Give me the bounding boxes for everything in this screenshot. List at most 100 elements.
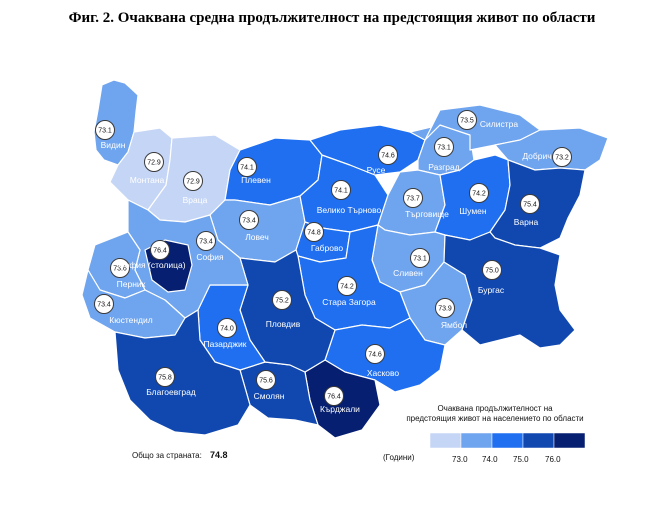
badge-value-yambol: 73.9: [438, 306, 452, 313]
badge-value-varna: 75.4: [523, 202, 537, 209]
region-label-targovishte: Търговище: [405, 209, 449, 219]
region-label-sofia_city: София (столица): [118, 260, 185, 270]
region-label-veliko: Велико Търново: [317, 205, 382, 215]
region-label-plovdiv: Пловдив: [266, 319, 301, 329]
value-badge-sliven: 73.1: [410, 248, 430, 268]
badge-value-stara: 74.2: [340, 284, 354, 291]
region-label-dobrich: Добрич: [522, 151, 551, 161]
badge-value-blagoevgrad: 75.8: [158, 375, 172, 382]
badge-value-plovdiv: 75.2: [275, 298, 289, 305]
legend-tick-74: 74.0: [482, 455, 498, 464]
badge-circle: [435, 298, 455, 318]
region-label-lovech: Ловеч: [245, 232, 269, 242]
badge-circle: [434, 137, 454, 157]
badge-circle: [155, 367, 175, 387]
badge-circle: [337, 276, 357, 296]
badge-circle: [110, 258, 130, 278]
badge-circle: [378, 145, 398, 165]
value-badge-lovech: 73.4: [239, 210, 259, 230]
legend-swatch-2: [491, 432, 524, 449]
badge-circle: [403, 188, 423, 208]
value-badge-montana: 72.9: [144, 152, 164, 172]
value-badge-smolyan: 75.6: [256, 370, 276, 390]
region-label-pernik: Перник: [117, 279, 146, 289]
badge-value-vratsa: 72.9: [186, 179, 200, 186]
badge-value-smolyan: 75.6: [259, 378, 273, 385]
badge-circle: [457, 110, 477, 130]
region-label-smolyan: Смолян: [254, 391, 285, 401]
region-label-burgas: Бургас: [478, 285, 505, 295]
badge-value-vidin: 73.1: [98, 128, 112, 135]
region-label-vratsa: Враца: [183, 195, 208, 205]
country-total-value: 74.8: [210, 450, 228, 460]
value-badge-razgrad: 73.1: [434, 137, 454, 157]
value-badge-varna: 75.4: [520, 194, 540, 214]
badge-value-sliven: 73.1: [413, 256, 427, 263]
region-label-sofia_obl: София: [196, 252, 224, 262]
badge-value-shumen: 74.2: [472, 191, 486, 198]
value-badge-blagoevgrad: 75.8: [155, 367, 175, 387]
region-label-silistra: Силистра: [480, 119, 518, 129]
region-label-sliven: Сливен: [393, 268, 423, 278]
badge-circle: [365, 344, 385, 364]
value-badge-ruse: 74.6: [378, 145, 398, 165]
legend-title-line2: предстоящия живот на населението по обла…: [406, 414, 584, 423]
value-badge-silistra: 73.5: [457, 110, 477, 130]
badge-value-lovech: 73.4: [242, 218, 256, 225]
badge-circle: [95, 120, 115, 140]
badge-circle: [520, 194, 540, 214]
value-badge-pazardzhik: 74.0: [217, 318, 237, 338]
region-label-haskovo: Хасково: [367, 368, 400, 378]
region-label-gabrovo: Габрово: [311, 243, 344, 253]
value-badge-haskovo: 74.6: [365, 344, 385, 364]
value-badge-pleven: 74.1: [237, 157, 257, 177]
region-label-varna: Варна: [514, 217, 539, 227]
value-badge-vratsa: 72.9: [183, 171, 203, 191]
region-label-shumen: Шумен: [459, 206, 487, 216]
badge-circle: [482, 260, 502, 280]
legend-title-line1: Очаквана продължителност на: [437, 404, 553, 413]
badge-value-dobrich: 73.2: [555, 155, 569, 162]
region-label-kardzhali: Кърджали: [320, 404, 360, 414]
badge-circle: [94, 294, 114, 314]
badge-value-haskovo: 74.6: [368, 352, 382, 359]
value-badge-kyustendil: 73.4: [94, 294, 114, 314]
badge-value-ruse: 74.6: [381, 153, 395, 160]
region-label-pazardzhik: Пазарджик: [203, 339, 246, 349]
badge-value-sofia_city: 76.4: [153, 248, 167, 255]
value-badge-sofia_city: 76.4: [150, 240, 170, 260]
value-badge-yambol: 73.9: [435, 298, 455, 318]
region-label-blagoevgrad: Благоевград: [146, 387, 196, 397]
badge-value-gabrovo: 74.8: [307, 230, 321, 237]
badge-value-veliko: 74.1: [334, 188, 348, 195]
region-label-kyustendil: Кюстендил: [109, 315, 153, 325]
value-badge-gabrovo: 74.8: [304, 222, 324, 242]
badge-circle: [552, 147, 572, 167]
value-badge-veliko: 74.1: [331, 180, 351, 200]
legend-tick-76: 76.0: [545, 455, 561, 464]
value-badge-vidin: 73.1: [95, 120, 115, 140]
badge-circle: [331, 180, 351, 200]
badge-circle: [150, 240, 170, 260]
badge-value-pazardzhik: 74.0: [220, 326, 234, 333]
badge-circle: [304, 222, 324, 242]
badge-value-pernik: 73.6: [113, 266, 127, 273]
region-label-razgrad: Разград: [428, 162, 459, 172]
region-label-yambol: Ямбол: [441, 320, 467, 330]
legend-swatch-1: [460, 432, 493, 449]
country-total-label: Общо за страната:: [132, 451, 202, 460]
legend-swatch-0: [429, 432, 462, 449]
region-burgas: [443, 231, 576, 349]
value-badge-dobrich: 73.2: [552, 147, 572, 167]
badge-circle: [239, 210, 259, 230]
legend-unit: (Години): [383, 453, 415, 462]
badge-value-sofia_obl: 73.4: [199, 239, 213, 246]
figure-title: Фиг. 2. Очаквана средна продължителност …: [68, 10, 596, 26]
value-badge-stara: 74.2: [337, 276, 357, 296]
badge-value-razgrad: 73.1: [437, 145, 451, 152]
region-blagoevgrad: [114, 309, 251, 436]
badge-circle: [237, 157, 257, 177]
value-badge-shumen: 74.2: [469, 183, 489, 203]
value-badge-kardzhali: 76.4: [324, 386, 344, 406]
